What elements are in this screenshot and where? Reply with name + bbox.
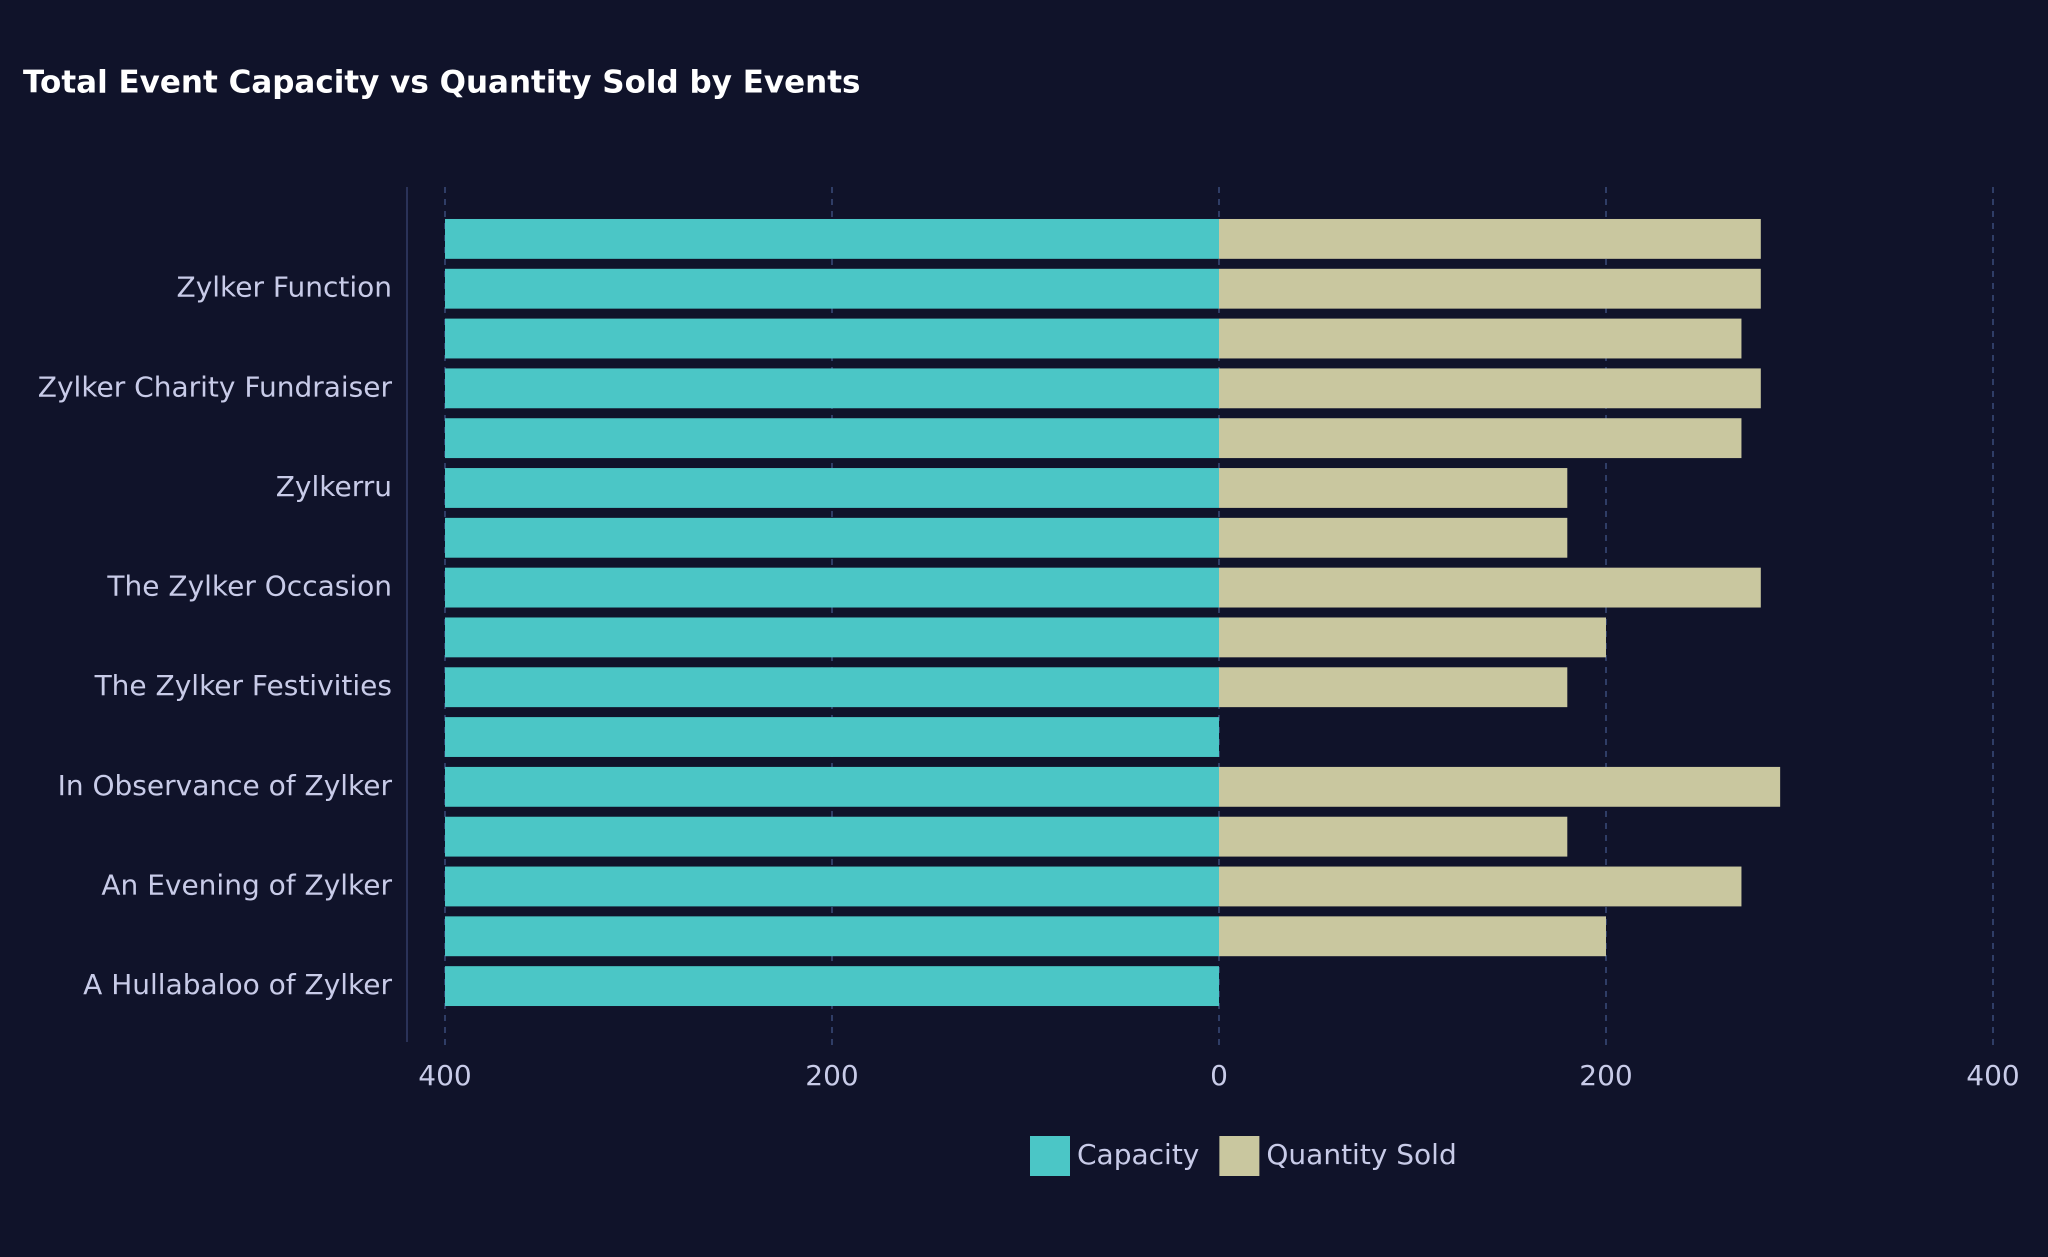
bar: [1219, 916, 1606, 957]
bar: [1219, 318, 1742, 359]
bar: [445, 866, 1219, 907]
bar: [445, 966, 1219, 1007]
legend-swatch[interactable]: [1030, 1136, 1070, 1176]
bar: [1219, 268, 1761, 309]
legend-label[interactable]: Quantity Sold: [1266, 1138, 1456, 1171]
bar: [1219, 667, 1568, 708]
x-tick-label: 200: [805, 1059, 858, 1092]
y-tick-label: Zylker Function: [177, 271, 392, 304]
bar: [445, 717, 1219, 757]
y-tick-label: The Zylker Festivities: [94, 669, 392, 702]
bar: [445, 268, 1219, 309]
bar: [445, 368, 1219, 409]
bar: [1219, 517, 1568, 558]
bar: [445, 816, 1219, 857]
bar: [1219, 368, 1761, 409]
bar: [445, 218, 1219, 259]
bar: [1219, 617, 1606, 658]
bar: [1219, 816, 1568, 857]
bar: [1219, 866, 1742, 907]
y-tick-label: A Hullabaloo of Zylker: [83, 968, 392, 1001]
bar: [445, 916, 1219, 957]
y-tick-label: An Evening of Zylker: [101, 868, 392, 901]
y-tick-label: The Zylker Occasion: [106, 570, 392, 603]
x-tick-label: 0: [1210, 1059, 1228, 1092]
chart-title: Total Event Capacity vs Quantity Sold by…: [23, 65, 860, 101]
x-tick-label: 400: [1966, 1059, 2019, 1092]
y-tick-label: In Observance of Zylker: [58, 769, 393, 802]
bar: [445, 318, 1219, 359]
bar: [445, 617, 1219, 658]
bar: [445, 667, 1219, 708]
bar: [445, 517, 1219, 558]
x-tick-label: 400: [418, 1059, 471, 1092]
bar: [445, 766, 1219, 807]
y-tick-label: Zylkerru: [276, 470, 392, 503]
legend-label[interactable]: Capacity: [1077, 1138, 1199, 1171]
bar: [1219, 567, 1761, 608]
bar: [1219, 766, 1781, 807]
bar: [445, 468, 1219, 508]
x-tick-label: 200: [1579, 1059, 1632, 1092]
bar: [445, 418, 1219, 459]
legend-swatch[interactable]: [1219, 1136, 1260, 1176]
bar: [1219, 218, 1761, 259]
bar: [1219, 418, 1742, 459]
bar: [445, 567, 1219, 608]
y-tick-label: Zylker Charity Fundraiser: [38, 370, 393, 403]
bar: [1219, 468, 1568, 508]
